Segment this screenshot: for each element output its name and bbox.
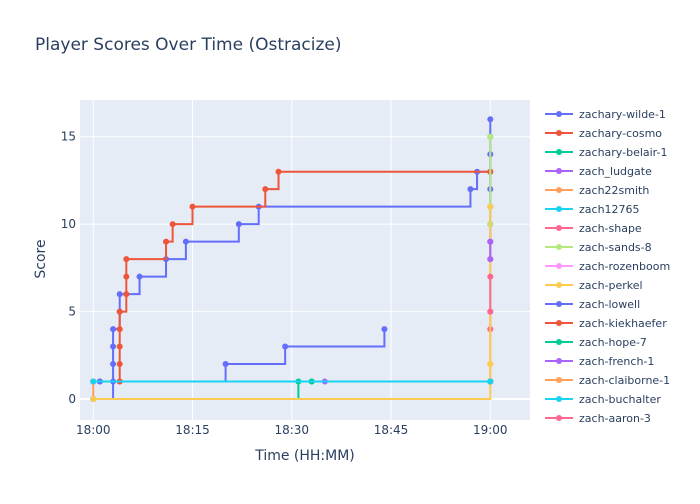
x-tick-label: 18:15	[175, 423, 210, 437]
axis-ticks: 18:00 18:15 18:30 18:45 19:00 0 5 10 15	[61, 130, 508, 437]
legend-item-label: zachary-wilde-1	[579, 108, 666, 121]
data-point	[110, 326, 117, 333]
chart-title: Player Scores Over Time (Ostracize)	[35, 35, 342, 55]
data-point	[169, 221, 176, 228]
data-point	[487, 203, 494, 210]
data-point	[123, 256, 130, 263]
legend-swatch-marker	[556, 149, 562, 155]
legend-swatch-marker	[556, 130, 562, 136]
series-line	[93, 170, 491, 383]
legend-swatch-marker	[556, 320, 562, 326]
data-point	[123, 273, 130, 280]
legend-item-label: zach-claiborne-1	[579, 374, 670, 387]
legend-item-label: zach-rozenboom	[579, 260, 670, 273]
data-point	[90, 378, 97, 385]
data-point	[487, 361, 494, 368]
data-point	[116, 326, 123, 333]
legend-item-label: zach-perkel	[579, 279, 643, 292]
data-point	[487, 238, 494, 245]
data-point	[487, 256, 494, 263]
series-group	[90, 116, 494, 403]
legend-item-label: zach-buchalter	[579, 393, 661, 406]
y-axis-label: Score	[33, 239, 49, 278]
data-point	[487, 273, 494, 280]
legend: zachary-wilde-1 zachary-cosmo zachary-bela…	[545, 108, 670, 425]
data-point	[222, 361, 229, 368]
y-tick-label: 15	[61, 130, 76, 144]
data-point	[163, 238, 170, 245]
data-point	[262, 186, 269, 193]
legend-item-label: zach-kiekhaefer	[579, 317, 667, 330]
x-axis-label: Time (HH:MM)	[254, 448, 355, 464]
y-tick-label: 10	[61, 217, 76, 231]
data-point	[189, 203, 196, 210]
legend-item-label: zach-lowell	[579, 298, 640, 311]
legend-item-label: zach-sands-8	[579, 241, 652, 254]
data-point	[182, 238, 189, 245]
legend-item-label: zach-french-1	[579, 355, 654, 368]
legend-swatch-marker	[556, 301, 562, 307]
data-point	[487, 308, 494, 315]
data-point	[467, 186, 474, 193]
data-point	[487, 378, 494, 385]
legend-swatch-marker	[556, 263, 562, 269]
data-point	[123, 291, 130, 298]
legend-swatch-marker	[556, 187, 562, 193]
legend-item-label: zach-shape	[579, 222, 642, 235]
legend-swatch-marker	[556, 415, 562, 421]
data-point	[90, 396, 97, 403]
data-point	[116, 291, 123, 298]
legend-swatch-marker	[556, 111, 562, 117]
legend-swatch-marker	[556, 206, 562, 212]
legend-item-label: zachary-belair-1	[579, 146, 667, 159]
data-point	[235, 221, 242, 228]
x-tick-label: 19:00	[473, 423, 508, 437]
data-point	[487, 133, 494, 140]
legend-swatch-marker	[556, 358, 562, 364]
legend-swatch-marker	[556, 168, 562, 174]
legend-item-label: zach22smith	[579, 184, 649, 197]
legend-item-label: zach_ludgate	[579, 165, 652, 178]
legend-item-label: zachary-cosmo	[579, 127, 662, 140]
data-point	[381, 326, 388, 333]
legend-swatch-marker	[556, 282, 562, 288]
x-tick-label: 18:00	[76, 423, 111, 437]
data-point	[136, 273, 143, 280]
data-point	[110, 361, 117, 368]
legend-swatch-marker	[556, 396, 562, 402]
legend-item-label: zach-hope-7	[579, 336, 647, 349]
data-point	[282, 343, 289, 350]
data-point	[116, 361, 123, 368]
legend-swatch-marker	[556, 339, 562, 345]
legend-swatch-marker	[556, 225, 562, 231]
y-tick-label: 0	[68, 392, 76, 406]
legend-item-label: zach-aaron-3	[579, 412, 651, 425]
data-point	[116, 343, 123, 350]
legend-swatch-marker	[556, 377, 562, 383]
legend-item-label: zach12765	[579, 203, 640, 216]
legend-swatch-marker	[556, 244, 562, 250]
y-tick-label: 5	[68, 305, 76, 319]
data-point	[275, 168, 282, 175]
data-point	[110, 343, 117, 350]
x-tick-label: 18:30	[274, 423, 309, 437]
x-tick-label: 18:45	[374, 423, 409, 437]
data-point	[116, 308, 123, 315]
data-point	[487, 116, 494, 123]
